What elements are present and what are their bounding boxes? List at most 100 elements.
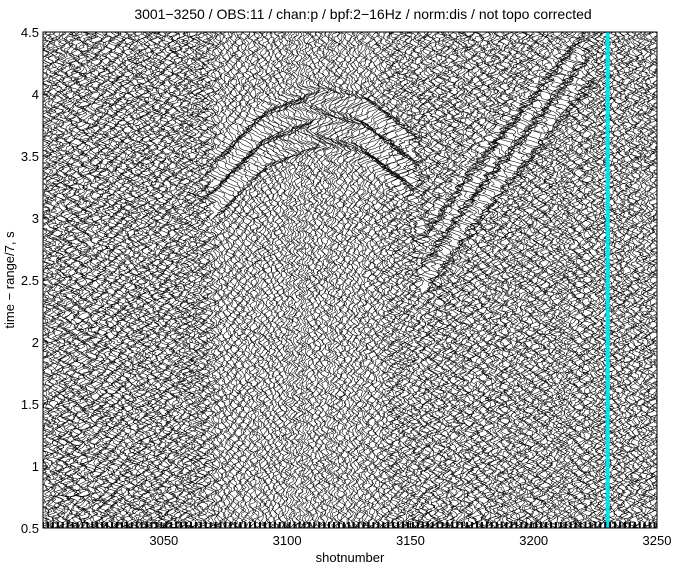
trace-3106: [292, 32, 314, 528]
baseline-marker: [475, 522, 478, 528]
trace-3032: [112, 32, 127, 528]
baseline-marker: [175, 522, 178, 528]
baseline-marker: [46, 522, 49, 528]
trace-3176: [463, 32, 489, 528]
baseline-marker: [278, 522, 281, 528]
trace-3075: [214, 32, 235, 528]
trace-3089: [248, 32, 271, 528]
trace-3228: [596, 32, 610, 528]
trace-3010: [58, 32, 72, 528]
baseline-marker: [244, 522, 247, 528]
y-tick-label: 1.5: [21, 397, 39, 412]
trace-3126: [340, 32, 363, 528]
trace-3137: [368, 32, 390, 528]
trace-3054: [167, 32, 181, 528]
baseline-marker: [549, 522, 552, 528]
baseline-marker: [495, 522, 498, 528]
trace-3155: [404, 32, 444, 528]
baseline-marker: [451, 522, 454, 528]
trace-3207: [541, 32, 566, 528]
trace-3060: [181, 32, 195, 528]
trace-3188: [494, 32, 518, 528]
trace-3183: [480, 32, 504, 528]
baseline-marker: [283, 522, 286, 528]
trace-3181: [476, 32, 501, 528]
trace-3070: [202, 32, 227, 528]
trace-3038: [127, 32, 141, 528]
baseline-marker: [471, 522, 474, 528]
baseline-marker: [209, 522, 212, 528]
baseline-marker: [520, 522, 523, 528]
trace-3111: [304, 32, 326, 528]
baseline-marker: [115, 522, 118, 528]
trace-3164: [433, 32, 456, 528]
baseline-marker: [441, 522, 444, 528]
baseline-marker: [466, 522, 469, 528]
trace-3017: [75, 32, 90, 528]
y-tick-label: 3: [32, 211, 39, 226]
baseline-marker: [421, 522, 424, 528]
trace-3040: [132, 32, 146, 528]
trace-3039: [130, 32, 144, 528]
trace-3009: [56, 32, 70, 528]
trace-3157: [415, 32, 439, 528]
trace-3238: [621, 32, 634, 528]
y-tick-label: 1: [32, 459, 39, 474]
baseline-marker: [180, 522, 183, 528]
trace-3163: [430, 32, 455, 528]
baseline-marker: [638, 522, 641, 528]
trace-3024: [93, 32, 107, 528]
trace-3227: [594, 32, 607, 528]
trace-3116: [316, 32, 338, 528]
trace-3001: [43, 32, 50, 526]
trace-3125: [339, 32, 360, 528]
baseline-marker: [120, 522, 123, 528]
trace-3069: [204, 32, 218, 528]
trace-3082: [232, 32, 255, 528]
trace-3173: [457, 32, 480, 528]
trace-3114: [313, 32, 334, 528]
baseline-marker: [525, 522, 528, 528]
baseline-marker: [480, 522, 483, 528]
trace-3248: [645, 32, 657, 528]
baseline-marker: [628, 522, 631, 528]
baseline-marker: [318, 522, 321, 528]
trace-3128: [347, 32, 368, 528]
trace-3105: [289, 32, 311, 528]
trace-3023: [90, 32, 104, 528]
baseline-marker: [298, 522, 301, 528]
x-tick-label: 3250: [643, 533, 672, 548]
trace-3079: [225, 32, 248, 528]
baseline-marker: [199, 522, 202, 528]
baseline-marker: [135, 522, 138, 528]
trace-3066: [196, 32, 210, 528]
baseline-marker: [614, 522, 617, 528]
baseline-marker: [559, 522, 562, 528]
trace-3091: [256, 32, 276, 528]
baseline-marker: [372, 522, 375, 528]
x-tick-label: 3150: [396, 533, 425, 548]
baseline-marker: [185, 522, 188, 528]
trace-3046: [147, 32, 161, 528]
baseline-marker: [594, 522, 597, 528]
trace-3058: [176, 32, 191, 528]
trace-3112: [305, 32, 329, 528]
trace-3027: [100, 32, 114, 528]
trace-3250: [651, 35, 657, 528]
baseline-marker: [387, 522, 390, 528]
x-tick-label: 3100: [273, 533, 302, 548]
baseline-marker: [446, 522, 449, 528]
trace-3108: [297, 32, 320, 528]
trace-3045: [144, 32, 159, 528]
trace-3016: [73, 32, 87, 528]
trace-3161: [426, 32, 451, 528]
baseline-marker: [106, 522, 109, 528]
baseline-marker: [268, 522, 271, 528]
trace-3152: [406, 32, 430, 528]
y-tick-label: 4: [32, 87, 39, 102]
trace-3171: [451, 32, 475, 528]
baseline-marker: [619, 522, 622, 528]
baseline-marker: [328, 522, 331, 528]
baseline-marker: [66, 522, 69, 528]
